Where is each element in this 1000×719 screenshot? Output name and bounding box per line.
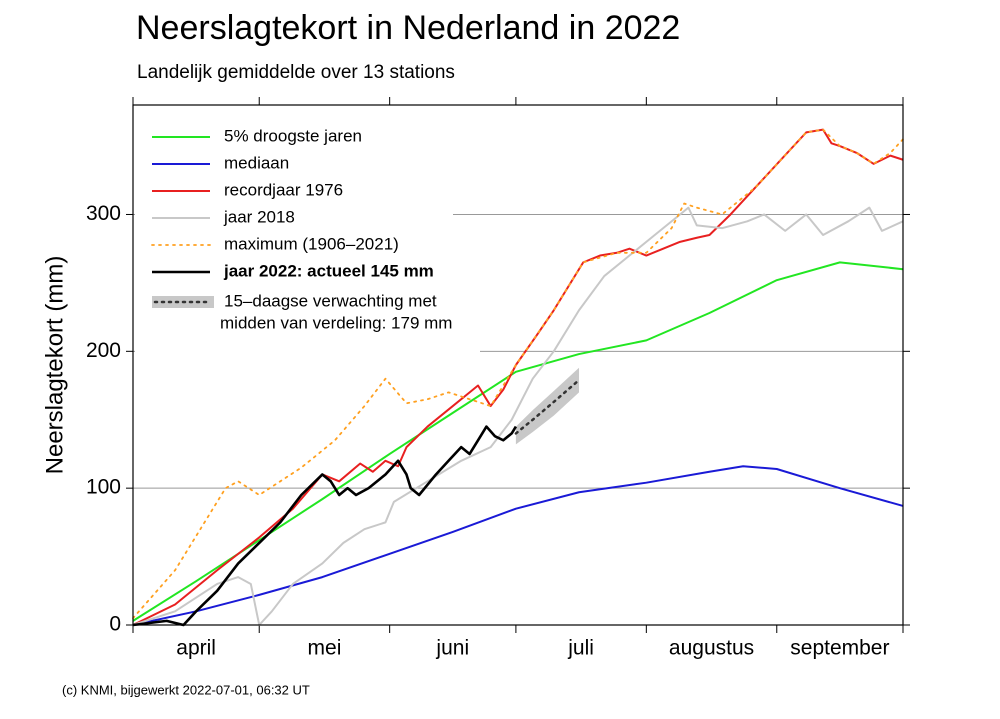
y-tick-label: 300 [86,202,121,225]
legend-label: maximum (1906–2021) [224,234,399,253]
x-tick-label: mei [308,637,342,660]
y-axis-label: Neerslagtekort (mm) [41,256,68,475]
y-tick-label: 0 [109,613,121,636]
forecast-line [514,378,581,435]
legend-background [135,338,480,360]
x-tick-label: juli [567,637,594,660]
chart-subtitle: Landelijk gemiddelde over 13 stations [137,62,455,83]
x-tick-label: april [176,637,216,660]
x-tick-label: september [790,637,889,660]
x-tick-label: juni [435,637,469,660]
series-line [132,128,904,620]
chart-title: Neerslagtekort in Nederland in 2022 [136,9,680,47]
y-tick-label: 200 [86,339,121,362]
series-line [132,206,904,626]
plot-frame [132,104,904,626]
legend-label: jaar 2018 [223,207,295,226]
legend-label: 5% droogste jaren [224,126,362,145]
legend-label: jaar 2022: actueel 145 mm [223,261,434,280]
series-line [132,465,904,626]
legend-label: midden van verdeling: 179 mm [220,313,452,332]
legend-label: 15–daagse verwachting met [224,291,437,310]
footer: (c) KNMI, bijgewerkt 2022-07-01, 06:32 U… [62,682,310,697]
y-tick-label: 100 [86,476,121,499]
x-tick-label: augustus [669,637,754,660]
legend-label: recordjaar 1976 [224,180,343,199]
legend-label: mediaan [224,153,289,172]
series-line [132,425,518,627]
series-line [132,261,904,622]
